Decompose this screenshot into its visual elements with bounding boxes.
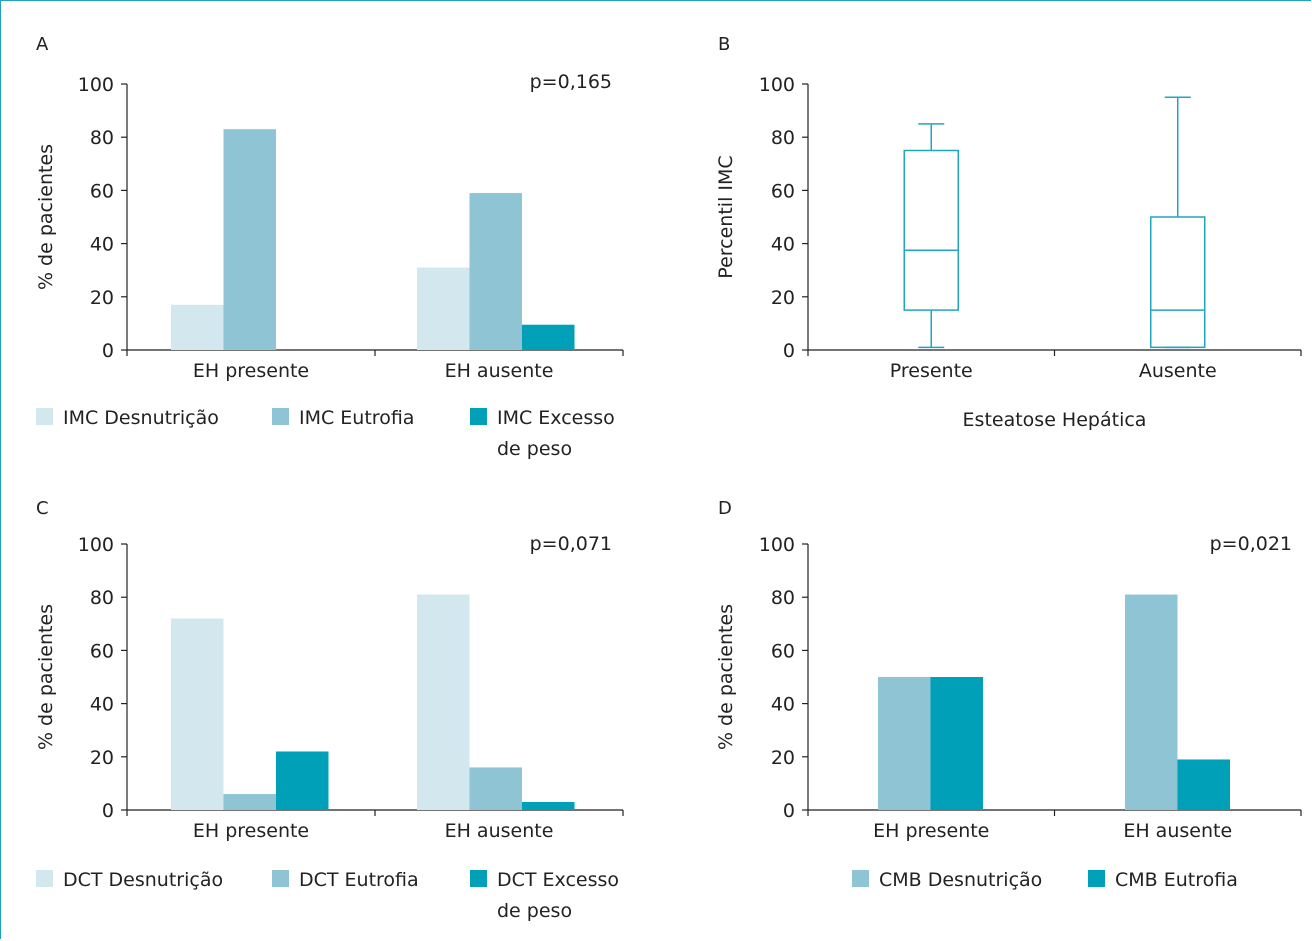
y-tick-label: 20 [90,747,114,769]
bar [171,304,224,350]
x-category-label: EH presente [193,360,309,382]
legend-swatch [1088,870,1105,887]
y-tick-label: 20 [90,287,114,309]
y-tick-label: 80 [771,127,795,149]
y-tick-label: 40 [771,234,795,256]
y-tick-label: 100 [78,534,114,556]
legend-label: CMB Desnutrição [879,869,1042,891]
y-tick-label: 100 [759,534,795,556]
x-category-label: EH ausente [1123,820,1232,842]
y-tick-label: 60 [90,180,114,202]
legend-swatch [36,870,53,887]
panel-letter: D [718,498,732,519]
y-axis-title: Percentil IMC [715,155,737,278]
legend-label: IMC Excesso [497,407,615,429]
bar [223,794,276,810]
y-tick-label: 20 [771,287,795,309]
panel-letter: B [718,34,730,55]
y-axis-title: % de pacientes [35,604,57,750]
panel-letter: A [36,34,49,55]
y-tick-label: 60 [771,640,795,662]
legend-swatch [470,870,487,887]
legend-label: DCT Desnutrição [63,869,223,891]
y-tick-label: 80 [90,587,114,609]
p-value-annotation: p=0,165 [530,71,612,93]
y-tick-label: 60 [771,180,795,202]
legend-label: CMB Eutrofia [1115,869,1238,891]
y-tick-label: 80 [90,127,114,149]
bar [417,594,470,810]
x-axis-title: Esteatose Hepática [963,409,1147,431]
bar [878,677,931,810]
y-tick-label: 40 [90,694,114,716]
box-iqr [1150,216,1206,349]
bar [276,751,329,810]
box-iqr [903,149,959,311]
x-category-label: Ausente [1139,360,1217,382]
x-category-label: EH presente [193,820,309,842]
bar [223,129,276,350]
y-tick-label: 0 [783,800,795,822]
x-category-label: EH ausente [445,360,554,382]
bar [469,193,522,350]
y-tick-label: 100 [78,74,114,96]
y-tick-label: 0 [102,800,114,822]
y-tick-label: 0 [783,340,795,362]
bar [522,324,575,350]
legend-swatch [470,408,487,425]
legend-label: de peso [497,900,572,922]
y-tick-label: 60 [90,640,114,662]
y-tick-label: 100 [759,74,795,96]
legend-label: IMC Desnutrição [63,407,219,429]
y-axis-title: % de pacientes [35,144,57,290]
legend-label: de peso [497,438,572,460]
x-category-label: EH presente [873,820,989,842]
p-value-annotation: p=0,071 [530,533,612,555]
bar [417,267,470,350]
bar [171,618,224,810]
bar [930,677,983,810]
legend-swatch [36,408,53,425]
legend-label: DCT Eutrofia [299,869,419,891]
legend-swatch [272,870,289,887]
legend-swatch [852,870,869,887]
bar [1177,759,1230,810]
y-tick-label: 20 [771,747,795,769]
x-category-label: Presente [890,360,973,382]
bar [522,802,575,810]
y-tick-label: 40 [771,694,795,716]
bar [469,767,522,810]
y-tick-label: 80 [771,587,795,609]
y-tick-label: 0 [102,340,114,362]
legend-swatch [272,408,289,425]
y-tick-label: 40 [90,234,114,256]
bar [1125,594,1178,810]
panel-letter: C [36,498,49,519]
x-category-label: EH ausente [445,820,554,842]
p-value-annotation: p=0,021 [1210,533,1292,555]
y-axis-title: % de pacientes [715,604,737,750]
legend-label: DCT Excesso [497,869,619,891]
legend-label: IMC Eutrofia [299,407,414,429]
